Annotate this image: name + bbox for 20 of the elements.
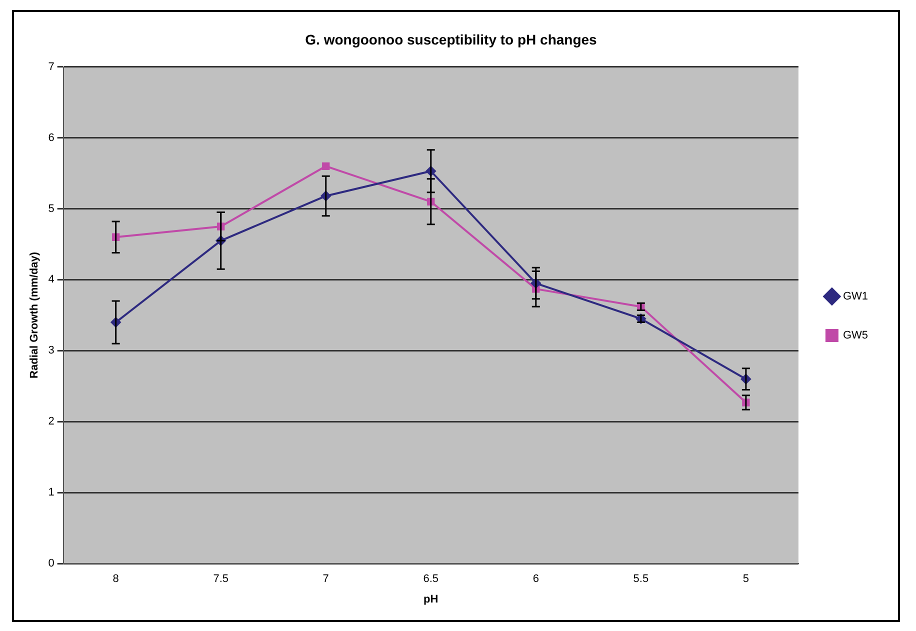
x-axis-title: pH (424, 593, 438, 606)
y-tick-label: 2 (48, 416, 54, 428)
x-tick-label: 5.5 (633, 573, 649, 586)
y-tick-label: 1 (48, 486, 54, 499)
y-axis-title: Radial Growth (mm/day) (28, 252, 41, 378)
legend-label: GW5 (842, 330, 868, 342)
x-tick-label: 6 (532, 573, 539, 586)
x-tick-label: 7.5 (213, 573, 228, 586)
y-tick-label: 6 (48, 132, 54, 144)
legend-label: GW1 (842, 290, 868, 303)
x-tick-label: 8 (112, 573, 119, 586)
y-tick-label: 0 (48, 558, 54, 570)
y-tick-label: 5 (48, 202, 54, 215)
x-tick-label: 6.5 (423, 573, 439, 586)
x-tick-label: 7 (322, 573, 329, 586)
chart-title: G. wongoonoo susceptibility to pH changes (305, 31, 598, 48)
y-tick-label: 7 (48, 60, 54, 73)
y-tick-label: 3 (48, 344, 54, 357)
y-tick-label: 4 (48, 274, 54, 286)
x-tick-label: 5 (742, 573, 749, 586)
